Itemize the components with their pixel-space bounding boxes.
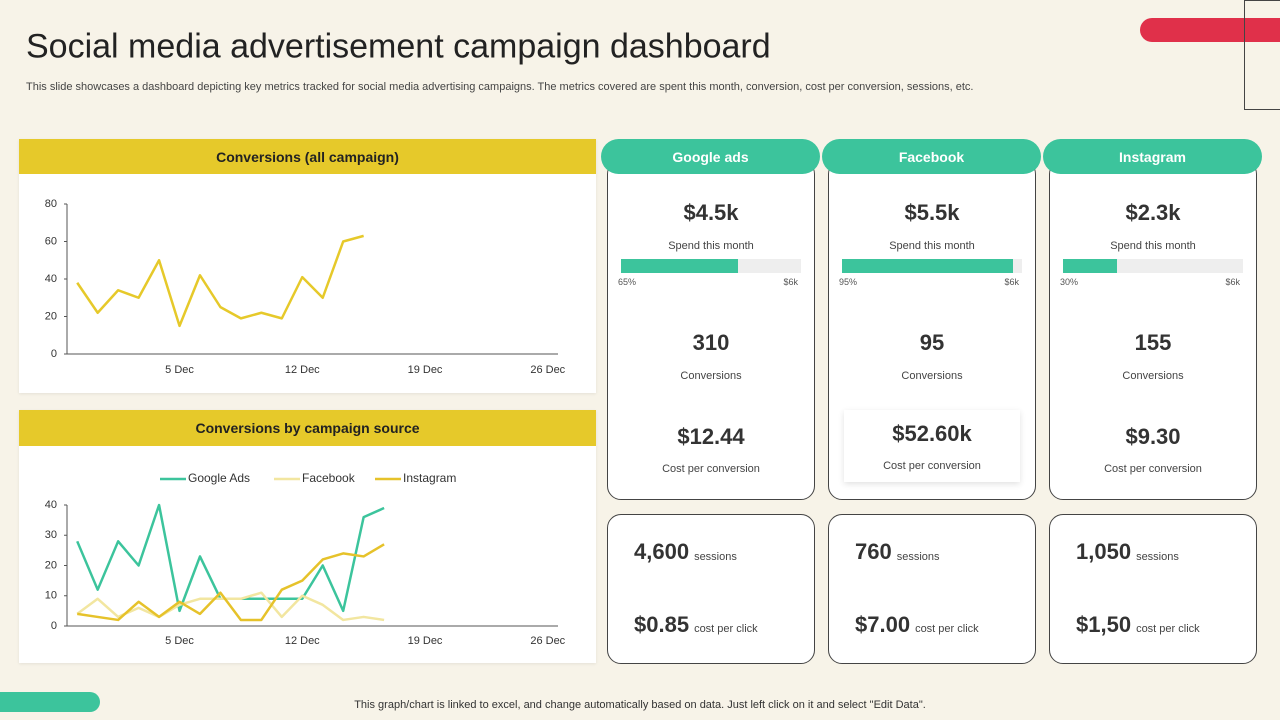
y-tick-label: 40 [45, 273, 57, 285]
cost-per-conversion-label: Cost per conversion [662, 463, 760, 475]
conversions: 155 [1134, 330, 1172, 355]
spend-label: Spend this month [1110, 240, 1196, 252]
cost-per-click-label: cost per click [1136, 623, 1200, 635]
panel-title: Conversions by campaign source [19, 410, 596, 446]
legend-label: Google Ads [188, 471, 250, 485]
x-tick-label: 5 Dec [165, 364, 194, 376]
y-tick-label: 40 [45, 499, 57, 511]
panel [19, 139, 596, 393]
platform-header: Facebook [822, 139, 1041, 174]
spend-label: Spend this month [889, 240, 975, 252]
progress-bar [621, 259, 738, 273]
spend-label: Spend this month [668, 240, 754, 252]
x-tick-label: 26 Dec [530, 364, 565, 376]
accent-frame [1244, 0, 1280, 110]
legend-label: Facebook [302, 471, 356, 485]
card [1049, 514, 1257, 664]
cost-per-click: $7.00 [855, 612, 911, 637]
card [828, 514, 1036, 664]
card [607, 160, 815, 500]
x-tick-label: 12 Dec [285, 364, 320, 376]
cost-per-conversion-label: Cost per conversion [883, 460, 981, 472]
sessions: 1,050 [1076, 539, 1132, 564]
y-tick-label: 30 [45, 529, 57, 541]
legend-label: Instagram [403, 471, 456, 485]
progress-max: $6k [1225, 277, 1240, 287]
x-tick-label: 12 Dec [285, 635, 320, 647]
platform-header: Instagram [1043, 139, 1262, 174]
progress-label: 95% [839, 277, 858, 287]
title: Social media advertisement campaign dash… [26, 27, 771, 66]
conversions: 95 [919, 330, 945, 355]
spend: $5.5k [904, 200, 960, 225]
line [77, 543, 385, 622]
cost-per-click: $1,50 [1076, 612, 1132, 637]
y-tick-label: 20 [45, 559, 57, 571]
panel-title: Conversions (all campaign) [19, 139, 596, 174]
cost-per-conversion: $9.30 [1125, 424, 1181, 449]
conversions-label: Conversions [1122, 370, 1184, 382]
y-tick-label: 0 [51, 620, 57, 632]
progress-bar [842, 259, 1013, 273]
cost-per-click-label: cost per click [694, 623, 758, 635]
sessions: 760 [855, 539, 892, 564]
conversions-label: Conversions [901, 370, 963, 382]
accent-pill [0, 692, 100, 712]
progress-max: $6k [783, 277, 798, 287]
highlight [844, 410, 1020, 482]
y-tick-label: 20 [45, 310, 57, 322]
x-tick-label: 19 Dec [408, 635, 443, 647]
footer: This graph/chart is linked to excel, and… [354, 699, 926, 711]
y-tick-label: 60 [45, 235, 57, 247]
spend: $2.3k [1125, 200, 1181, 225]
x-tick-label: 26 Dec [530, 635, 565, 647]
progress-bar [1063, 259, 1117, 273]
y-tick-label: 0 [51, 348, 57, 360]
card [607, 514, 815, 664]
cost-per-click: $0.85 [634, 612, 690, 637]
progress-label: 30% [1060, 277, 1079, 287]
sessions-label: sessions [694, 551, 737, 563]
conversions-label: Conversions [680, 370, 742, 382]
line [76, 503, 385, 613]
cost-per-conversion: $52.60k [892, 421, 972, 446]
panel [19, 410, 596, 663]
sessions-label: sessions [896, 551, 940, 563]
sessions-label: sessions [1136, 551, 1179, 563]
progress-label: 65% [618, 277, 637, 287]
line [76, 234, 364, 328]
spend: $4.5k [683, 200, 739, 225]
card [1049, 160, 1257, 500]
cost-per-click-label: cost per click [915, 623, 979, 635]
x-tick-label: 19 Dec [408, 364, 443, 376]
cost-per-conversion-label: Cost per conversion [1104, 463, 1202, 475]
platform-header: Google ads [601, 139, 820, 174]
cost-per-conversion: $12.44 [677, 424, 745, 449]
progress-max: $6k [1004, 277, 1019, 287]
conversions: 310 [692, 330, 730, 355]
y-tick-label: 10 [45, 590, 57, 602]
accent-bar [1140, 18, 1280, 42]
subtitle: This slide showcases a dashboard depicti… [26, 81, 974, 93]
x-tick-label: 5 Dec [165, 635, 194, 647]
y-tick-label: 80 [45, 198, 57, 210]
sessions: 4,600 [634, 539, 690, 564]
